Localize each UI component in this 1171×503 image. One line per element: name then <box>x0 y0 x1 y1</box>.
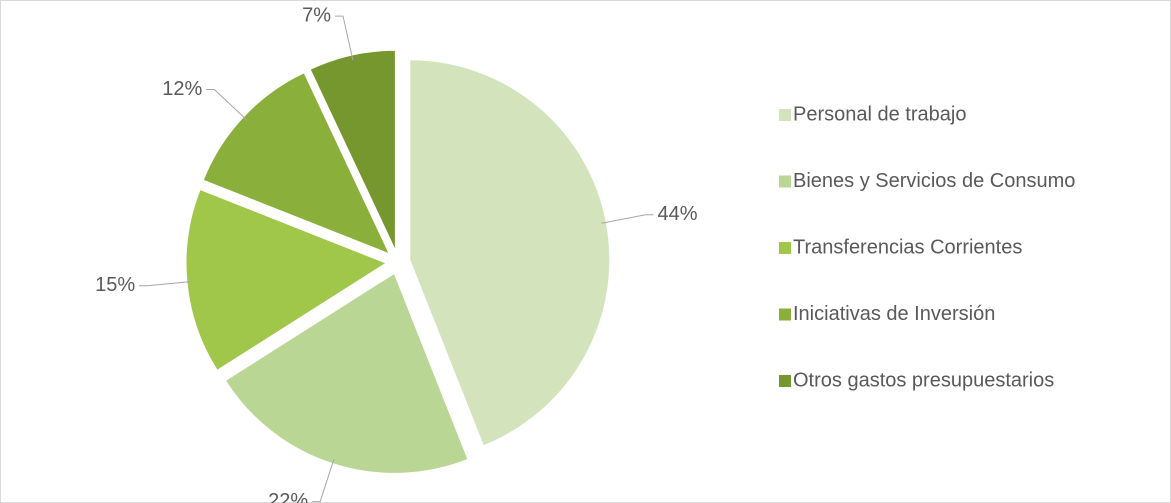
legend-swatch <box>779 375 791 387</box>
legend-label: Bienes y Servicios de Consumo <box>793 170 1075 192</box>
leader-line <box>206 88 248 121</box>
data-label: 22% <box>268 490 308 503</box>
leader-line <box>335 15 354 61</box>
leader-line <box>601 214 654 224</box>
legend-label: Personal de trabajo <box>793 103 966 125</box>
legend-swatch <box>779 175 791 188</box>
legend-swatch <box>779 308 791 321</box>
legend-swatch <box>779 109 791 121</box>
data-label: 44% <box>658 203 698 225</box>
data-label: 7% <box>302 4 331 26</box>
leader-line <box>312 458 335 503</box>
legend-label: Transferencias Corrientes <box>793 236 1022 258</box>
leader-line <box>139 280 192 287</box>
data-label: 15% <box>95 274 135 296</box>
data-label: 12% <box>162 78 202 100</box>
legend-swatch <box>779 242 791 254</box>
legend-label: Iniciativas de Inversión <box>793 303 995 325</box>
legend-label: Otros gastos presupuestarios <box>793 369 1054 391</box>
